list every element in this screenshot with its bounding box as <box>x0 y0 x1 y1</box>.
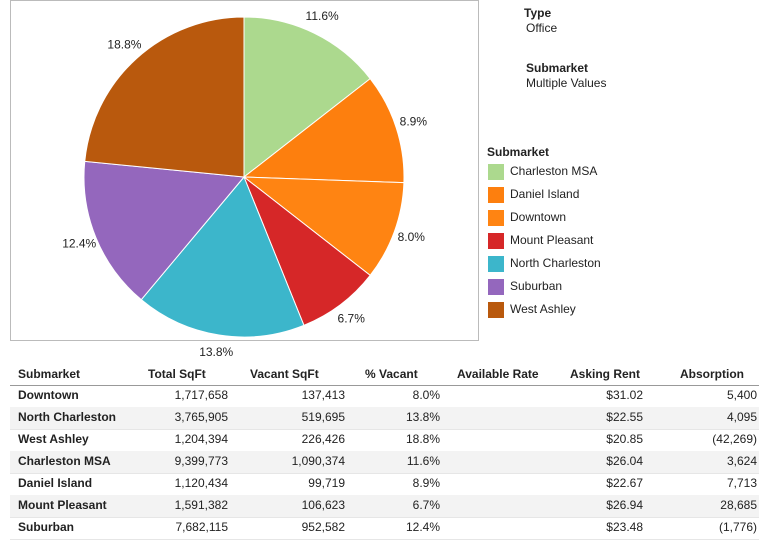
table-cell: 1,090,374 <box>292 454 346 468</box>
table-cell: 106,623 <box>302 498 346 512</box>
table-header: Absorption <box>680 367 744 381</box>
legend-label: Daniel Island <box>510 187 579 201</box>
table-cell: 99,719 <box>308 476 345 490</box>
table-header: Vacant SqFt <box>250 367 319 381</box>
row-label: Downtown <box>18 388 79 402</box>
slice-label: 8.9% <box>400 114 428 128</box>
table-cell: 18.8% <box>406 432 440 446</box>
legend-swatch <box>488 256 504 272</box>
legend-swatch <box>488 233 504 249</box>
pie-slice <box>242 77 405 184</box>
table-cell: $26.94 <box>606 498 643 512</box>
filter-value: Office <box>526 21 557 35</box>
row-label: Daniel Island <box>18 476 92 490</box>
table-header: Submarket <box>18 367 80 381</box>
table-header: Asking Rent <box>570 367 640 381</box>
table-cell: $22.55 <box>606 410 643 424</box>
pie-slice <box>83 160 245 301</box>
slice-label: 8.0% <box>398 230 426 244</box>
table-cell: $22.67 <box>606 476 643 490</box>
table-cell: 1,591,382 <box>175 498 229 512</box>
table-cell: 226,426 <box>302 432 346 446</box>
row-shade <box>10 407 759 429</box>
table-cell: 12.4% <box>406 520 440 534</box>
table-cell: 1,717,658 <box>175 388 229 402</box>
row-label: Charleston MSA <box>18 454 111 468</box>
table-cell: 952,582 <box>302 520 346 534</box>
table-cell: $23.48 <box>606 520 643 534</box>
slice-label: 6.7% <box>338 311 366 325</box>
slice-label: 11.6% <box>306 9 339 23</box>
legend-label: Mount Pleasant <box>510 233 594 247</box>
pie-slice <box>140 176 305 338</box>
filter-value: Multiple Values <box>526 76 606 90</box>
table-cell: 3,765,905 <box>175 410 229 424</box>
table-cell: $20.85 <box>606 432 643 446</box>
table-cell: $31.02 <box>606 388 643 402</box>
table-header: % Vacant <box>365 367 418 381</box>
row-shade <box>10 451 759 473</box>
legend-swatch <box>488 164 504 180</box>
table-cell: (42,269) <box>712 432 757 446</box>
slice-label: 12.4% <box>62 236 96 250</box>
table-cell: 7,713 <box>727 476 757 490</box>
legend-label: Downtown <box>510 210 566 224</box>
legend-swatch <box>488 279 504 295</box>
filter-label: Submarket <box>526 61 588 75</box>
table-cell: (1,776) <box>719 520 757 534</box>
legend-swatch <box>488 210 504 226</box>
table-header: Total SqFt <box>148 367 206 381</box>
legend-label: Suburban <box>510 279 562 293</box>
table-cell: 137,413 <box>302 388 346 402</box>
row-label: West Ashley <box>18 432 89 446</box>
table-cell: 3,624 <box>727 454 757 468</box>
row-label: Suburban <box>18 520 74 534</box>
table-cell: 11.6% <box>407 454 440 468</box>
table-cell: 1,204,394 <box>175 432 229 446</box>
pie-slice <box>242 176 405 277</box>
table-cell: 28,685 <box>720 498 757 512</box>
table-cell: 1,120,434 <box>175 476 229 490</box>
table-cell: 6.7% <box>413 498 441 512</box>
pie-slice <box>84 16 245 178</box>
table-header: Available Rate <box>457 367 539 381</box>
row-shade <box>10 495 759 517</box>
table-cell: $26.04 <box>606 454 643 468</box>
legend-label: Charleston MSA <box>510 164 597 178</box>
slice-label: 18.8% <box>107 37 141 51</box>
slice-label: 13.8% <box>199 345 233 359</box>
table-cell: 5,400 <box>727 388 757 402</box>
table-cell: 13.8% <box>406 410 440 424</box>
row-label: North Charleston <box>18 410 116 424</box>
legend-label: West Ashley <box>510 302 576 316</box>
table-cell: 8.0% <box>413 388 441 402</box>
row-label: Mount Pleasant <box>18 498 107 512</box>
legend-label: North Charleston <box>510 256 601 270</box>
legend-swatch <box>488 302 504 318</box>
pie-slice <box>243 16 371 179</box>
table-cell: 9,399,773 <box>175 454 229 468</box>
chart-frame <box>10 0 479 341</box>
filter-label: Type <box>524 6 551 20</box>
table-cell: 7,682,115 <box>176 520 229 534</box>
table-cell: 4,095 <box>727 410 757 424</box>
legend-title: Submarket <box>487 145 549 159</box>
table-cell: 8.9% <box>413 476 441 490</box>
legend-swatch <box>488 187 504 203</box>
table-cell: 519,695 <box>302 410 346 424</box>
